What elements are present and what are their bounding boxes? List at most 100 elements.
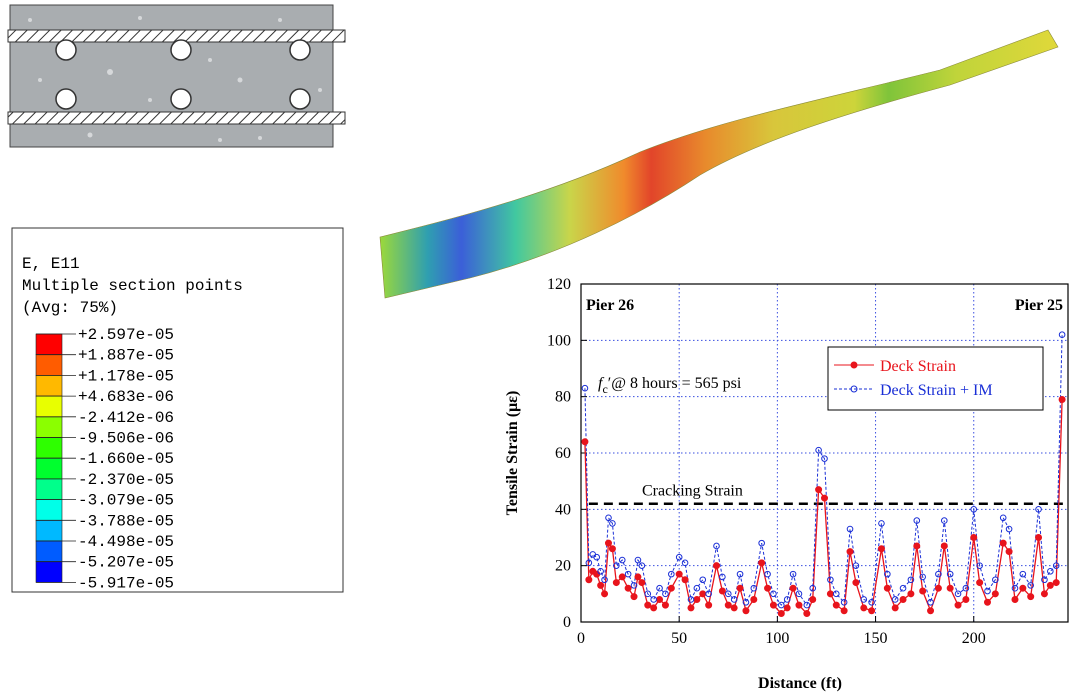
y-tick-label: 100: [547, 332, 571, 349]
data-point: [758, 539, 765, 547]
data-point: [597, 581, 605, 589]
data-point: [795, 601, 803, 609]
data-point: [638, 562, 646, 569]
data-point: [705, 590, 712, 598]
data-point: [730, 604, 738, 612]
data-point: [585, 559, 593, 567]
data-point: [934, 584, 942, 592]
contour-level-label: +4.683e-06: [78, 388, 174, 406]
plot-frame: [580, 283, 1069, 623]
data-point: [724, 590, 732, 598]
series-line: [584, 334, 1063, 607]
data-point: [630, 582, 638, 589]
pier-label: Pier 25: [1015, 297, 1063, 314]
contour-band: [35, 519, 63, 542]
x-tick-label: 50: [671, 630, 687, 647]
data-point: [1035, 506, 1042, 513]
data-point: [809, 584, 817, 592]
contour-level-label: -3.788e-05: [78, 512, 174, 530]
data-point: [719, 573, 726, 581]
data-point: [991, 590, 999, 598]
data-point: [976, 579, 984, 587]
data-point: [832, 590, 840, 598]
data-point: [736, 570, 744, 578]
data-point: [1035, 534, 1043, 541]
data-point: [883, 584, 891, 592]
data-point: [730, 596, 738, 603]
pier-label: Pier 26: [586, 297, 634, 314]
rebars: [55, 39, 311, 110]
data-point: [1019, 584, 1027, 592]
contour-level-label: -2.370e-05: [78, 471, 174, 489]
data-point: [809, 595, 817, 603]
data-point: [668, 570, 675, 578]
data-point: [1047, 568, 1054, 575]
contour-level-label: -2.412e-06: [78, 409, 174, 427]
data-point: [826, 590, 834, 598]
data-point: [613, 562, 620, 569]
data-point: [656, 595, 664, 603]
data-point: [954, 590, 962, 598]
data-point: [821, 494, 828, 502]
data-point: [815, 486, 823, 494]
contour-band: [35, 437, 63, 459]
legend-marker: [850, 385, 858, 393]
deformed-deck: [379, 29, 1059, 299]
data-point: [884, 570, 891, 578]
x-tick-label: 100: [765, 630, 789, 647]
x-tick-label: 200: [962, 630, 986, 647]
data-point: [1058, 331, 1066, 339]
annotation-part: f: [598, 375, 605, 392]
data-point: [608, 545, 616, 553]
legend-box: [827, 346, 1044, 411]
data-point: [769, 601, 777, 609]
contour-level-label: +1.887e-05: [78, 347, 174, 365]
data-point: [713, 542, 720, 550]
annotation-part: ′@ 8 hours = 565 psi: [608, 375, 742, 392]
data-point: [846, 525, 854, 533]
data-point: [907, 590, 915, 598]
data-point: [983, 598, 991, 606]
data-point: [693, 584, 701, 592]
contour-level-label: -1.660e-05: [78, 450, 174, 468]
data-point: [1011, 584, 1019, 592]
data-point: [618, 556, 626, 564]
data-point: [604, 539, 612, 547]
data-point: [624, 584, 632, 592]
data-point: [868, 607, 876, 615]
data-point: [585, 576, 593, 584]
data-point: [777, 601, 785, 609]
data-point: [593, 570, 601, 578]
contour-level-label: +2.597e-05: [78, 326, 174, 344]
cross-section: [7, 4, 346, 148]
data-point: [699, 576, 707, 584]
contour-level-label: +1.178e-05: [78, 367, 174, 385]
data-point: [940, 542, 948, 550]
data-point: [984, 587, 991, 595]
data-point: [970, 534, 978, 541]
data-point: [1046, 581, 1054, 589]
legend-label: Deck Strain: [880, 358, 956, 375]
data-point: [1058, 395, 1066, 403]
data-point: [681, 559, 689, 567]
legend-marker: [850, 361, 858, 369]
y-tick-label: 80: [555, 389, 571, 406]
data-point: [687, 596, 695, 603]
concrete-section: [9, 4, 334, 148]
data-point: [891, 596, 899, 603]
data-point: [877, 545, 885, 553]
data-point: [618, 573, 626, 581]
aggregate: [28, 16, 322, 142]
contour-band: [35, 375, 63, 397]
data-point: [783, 604, 791, 612]
data-point: [795, 590, 803, 598]
data-point: [919, 573, 926, 581]
data-point: [638, 579, 646, 587]
y-tick-label: 20: [555, 558, 571, 575]
contour-legend: E, E11 Multiple section points (Avg: 75%) +…: [22, 255, 243, 592]
data-point: [758, 559, 766, 567]
data-point: [1019, 570, 1027, 578]
data-point: [913, 542, 921, 550]
data-point: [742, 598, 750, 606]
y-axis-label: Tensile Strain (με): [504, 391, 521, 516]
